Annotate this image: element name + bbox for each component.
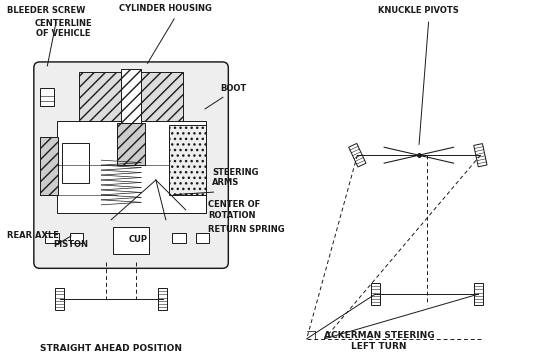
- Text: STEERING
ARMS: STEERING ARMS: [213, 168, 259, 187]
- Text: RETURN SPRING: RETURN SPRING: [208, 225, 285, 234]
- Bar: [474, 283, 483, 305]
- FancyBboxPatch shape: [34, 62, 228, 268]
- Bar: [40, 88, 54, 106]
- Bar: [117, 123, 145, 165]
- Bar: [80, 72, 183, 123]
- Bar: [169, 126, 206, 195]
- Bar: [113, 227, 149, 254]
- Bar: [70, 233, 83, 242]
- Text: ACKERMAN STEERING
LEFT TURN: ACKERMAN STEERING LEFT TURN: [324, 331, 434, 351]
- Bar: [40, 137, 58, 195]
- Text: BOOT: BOOT: [220, 84, 247, 93]
- Bar: [159, 288, 167, 310]
- Text: CUP: CUP: [129, 234, 148, 244]
- Bar: [45, 233, 58, 242]
- Text: CENTERLINE
OF VEHICLE: CENTERLINE OF VEHICLE: [35, 19, 93, 38]
- Bar: [171, 233, 186, 242]
- Text: BLEEDER SCREW: BLEEDER SCREW: [7, 6, 85, 15]
- Text: REAR AXLE: REAR AXLE: [7, 231, 59, 240]
- Bar: [474, 144, 487, 167]
- Bar: [121, 69, 141, 123]
- Bar: [62, 143, 89, 183]
- Bar: [55, 288, 64, 310]
- Text: CENTER OF
ROTATION: CENTER OF ROTATION: [208, 200, 261, 220]
- Text: PISTON: PISTON: [54, 241, 89, 249]
- Bar: [196, 233, 209, 242]
- Text: STRAIGHT AHEAD POSITION: STRAIGHT AHEAD POSITION: [40, 344, 182, 353]
- Text: CYLINDER HOUSING: CYLINDER HOUSING: [120, 4, 212, 13]
- Bar: [348, 143, 366, 167]
- Bar: [57, 122, 206, 213]
- Text: KNUCKLE PIVOTS: KNUCKLE PIVOTS: [379, 6, 459, 15]
- Bar: [371, 283, 380, 305]
